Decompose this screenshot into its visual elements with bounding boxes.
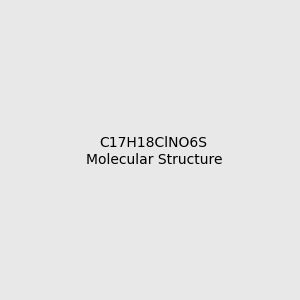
Text: C17H18ClNO6S
Molecular Structure: C17H18ClNO6S Molecular Structure bbox=[85, 136, 222, 166]
